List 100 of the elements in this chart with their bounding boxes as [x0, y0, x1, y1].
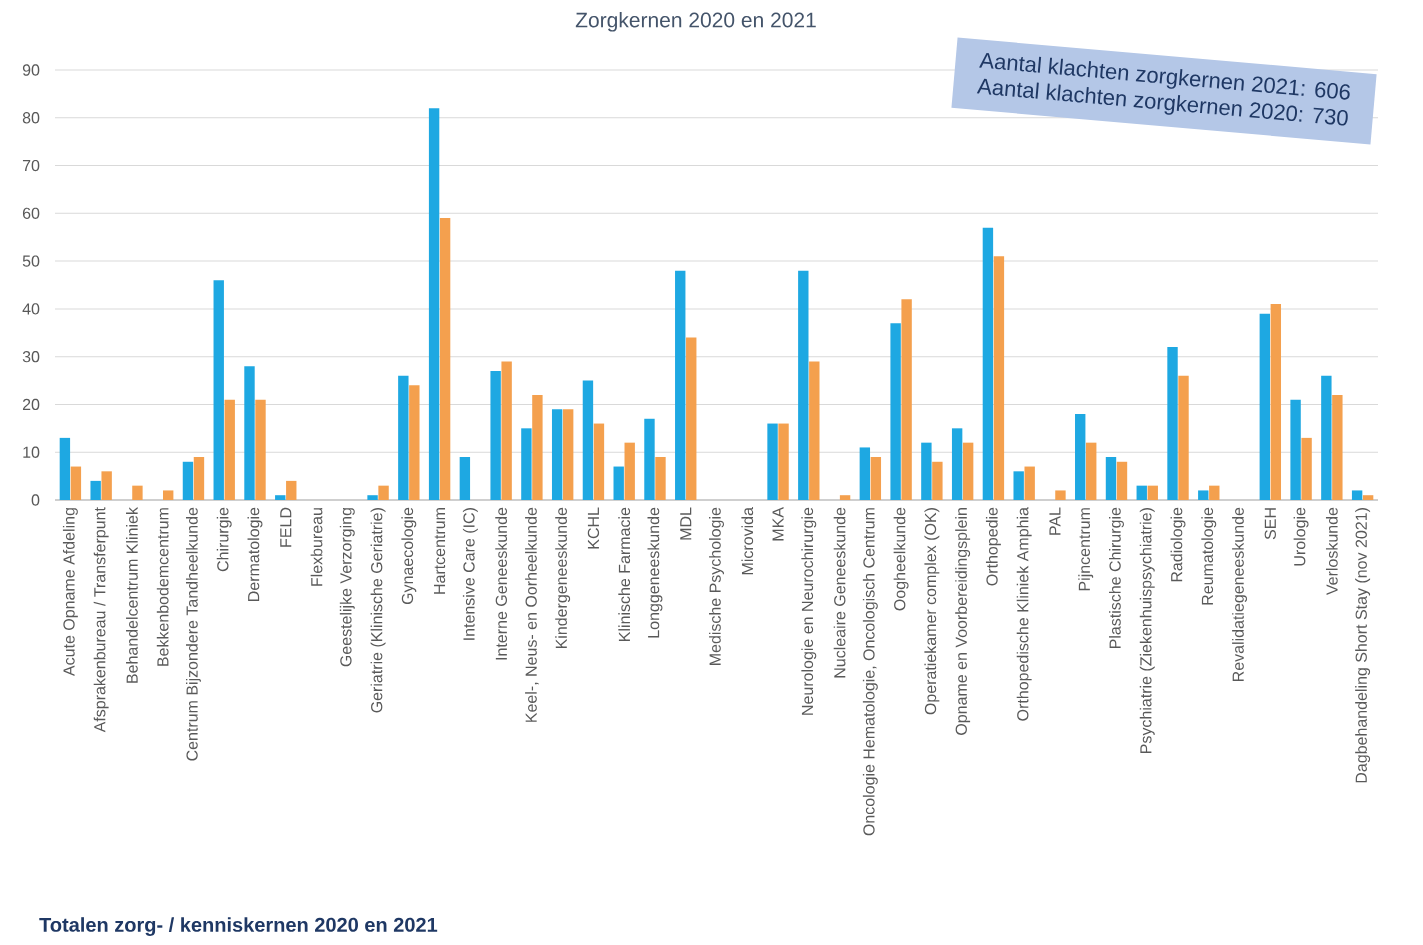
x-tick-label: Afsprakenbureau / Transferpunt	[93, 507, 109, 733]
x-tick-label: Longgeneeskunde	[647, 507, 663, 638]
x-tick-label: Urologie	[1293, 507, 1309, 566]
bar	[532, 394, 543, 500]
bar	[1259, 313, 1271, 500]
y-tick-label: 40	[22, 303, 40, 315]
bar	[275, 495, 286, 500]
bar	[1024, 466, 1035, 500]
x-tick-label: Reumatologie	[1201, 507, 1217, 605]
bar	[409, 385, 420, 500]
x-tick-label: Hartcentrum	[434, 508, 446, 594]
bar	[101, 471, 112, 500]
bar	[163, 490, 174, 500]
x-tick-label: Radiologie	[1170, 507, 1186, 582]
bar	[1351, 490, 1363, 500]
bar	[870, 456, 882, 500]
bar	[613, 466, 624, 500]
bar	[1362, 495, 1374, 500]
x-tick-label: Verloskunde	[1325, 507, 1338, 596]
bar	[1332, 394, 1343, 500]
y-tick-label: 60	[22, 207, 40, 219]
y-tick-label: 80	[22, 112, 40, 124]
bar	[1116, 461, 1128, 500]
x-tick-label: Dermatologie	[247, 507, 263, 601]
bar	[1167, 347, 1178, 500]
bar	[90, 480, 101, 500]
bar	[1013, 471, 1024, 500]
bar	[1147, 485, 1158, 500]
bar	[921, 442, 932, 500]
x-tick-label: Nucleaire Geneeskunde	[833, 507, 846, 678]
x-tick-label: Opname en Voorbereidingsplein	[955, 508, 971, 735]
bar	[1290, 399, 1301, 500]
bar	[367, 495, 378, 500]
bar	[224, 399, 235, 500]
x-tick-label: Chirurgie	[216, 507, 232, 572]
bar	[962, 442, 974, 500]
bar	[255, 399, 266, 500]
x-tick-label: Orthopedie	[985, 507, 1001, 586]
x-tick-label: Keel-, Neus- en Oorheelkunde	[525, 507, 539, 722]
bar	[582, 380, 594, 500]
x-tick-label: Bekkenbodemcentrum	[156, 508, 169, 666]
bar	[767, 423, 778, 500]
bar	[1136, 485, 1147, 500]
bar	[439, 218, 451, 500]
bar	[459, 456, 471, 500]
bar	[1075, 413, 1086, 500]
bar	[193, 456, 205, 500]
bar	[213, 280, 224, 500]
x-tick-label: Medische Psychologie	[709, 507, 724, 665]
x-tick-label: Pijncentrum	[1078, 508, 1094, 591]
bar	[951, 428, 963, 500]
bar	[398, 375, 409, 500]
bar	[1301, 437, 1312, 500]
x-tick-label: Flexbureau	[310, 508, 323, 586]
y-tick-label: 20	[22, 398, 40, 411]
chart-title: Zorgkernen 2020 en 2021	[575, 12, 816, 32]
bar	[1198, 490, 1209, 500]
bar	[839, 495, 851, 500]
x-tick-label: Oogheelkunde	[893, 507, 909, 611]
bar	[1178, 375, 1189, 500]
bar	[809, 361, 820, 500]
x-tick-label: Interne Geneeskunde	[495, 507, 508, 660]
bar	[686, 337, 697, 500]
x-tick-label: Plastische Chirurgie	[1109, 507, 1124, 649]
bar	[562, 409, 574, 500]
bar	[490, 370, 501, 500]
x-tick-label: PAL	[1049, 507, 1061, 535]
bar	[1270, 304, 1282, 500]
bar	[1105, 456, 1117, 500]
y-tick-label: 70	[22, 159, 40, 172]
bar	[993, 256, 1005, 500]
x-tick-label: Geriatrie (Klinische Geriatrie)	[370, 508, 386, 713]
x-tick-label: Intensive Care (IC)	[462, 508, 478, 640]
y-tick-label: 10	[23, 446, 40, 458]
bar	[70, 466, 82, 500]
x-tick-label: Revalidatiegeneeskunde	[1232, 507, 1248, 681]
bar	[182, 461, 194, 500]
x-tick-label: Geestelijke Verzorging	[339, 508, 355, 667]
x-tick-label: Behandelcentrum Kliniek	[126, 507, 138, 683]
y-tick-label: 90	[22, 64, 40, 76]
bar	[428, 108, 440, 500]
bar	[501, 361, 512, 500]
bar	[593, 423, 605, 500]
bar	[675, 270, 686, 500]
bar	[798, 270, 809, 500]
bar	[551, 409, 563, 500]
x-tick-label: Orthopedische Kliniek Amphia	[1016, 507, 1032, 721]
text: Totalen zorg- / kenniskernen 2020 en 2021	[39, 917, 438, 936]
x-tick-label: Neurologie en Neurochirurgie	[801, 507, 817, 715]
bar	[932, 461, 943, 500]
y-tick-label: 0	[31, 494, 40, 506]
bar	[624, 442, 635, 500]
bar	[1321, 375, 1332, 500]
x-tick-label: Klinische Farmacie	[618, 507, 631, 641]
x-tick-label: Psychiatrie (Ziekenhuispsychiatrie)	[1139, 508, 1155, 753]
x-tick-label: Centrum Bijzondere Tandheelkunde	[185, 507, 201, 761]
bar	[1209, 485, 1220, 500]
x-tick-label: MDL	[680, 507, 692, 540]
bar	[244, 366, 255, 500]
bar	[286, 480, 297, 500]
